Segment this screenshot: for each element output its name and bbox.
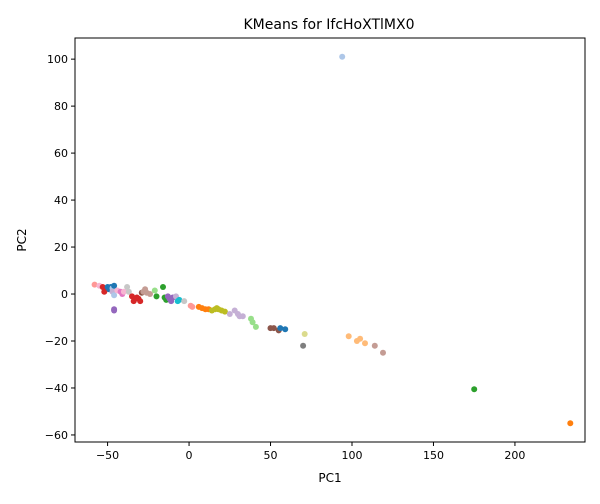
data-point [345, 333, 352, 340]
x-tick-label: 150 [423, 449, 444, 462]
x-tick-label: 0 [186, 449, 193, 462]
x-tick-label: −50 [96, 449, 119, 462]
data-points [91, 53, 574, 427]
data-point [239, 313, 246, 320]
plot-area [74, 37, 586, 443]
data-point [124, 284, 131, 290]
y-tick-label: −20 [45, 335, 68, 348]
data-point [357, 335, 364, 342]
data-point [567, 420, 574, 427]
y-tick-label: 60 [54, 147, 68, 160]
data-point [120, 288, 127, 295]
data-point [151, 287, 158, 294]
y-axis-label: PC2 [15, 228, 29, 251]
data-point [153, 293, 160, 300]
data-point [270, 325, 277, 332]
y-axis-ticks: −60 −40 −20 0 20 40 60 80 100 [45, 53, 75, 442]
data-point [226, 311, 233, 317]
data-point [339, 53, 346, 60]
data-point [282, 326, 289, 333]
y-tick-label: 0 [61, 288, 68, 301]
data-point [371, 342, 378, 349]
data-point [277, 325, 284, 332]
data-point [111, 282, 118, 289]
data-point [471, 386, 478, 393]
x-tick-label: 200 [504, 449, 525, 462]
data-point [176, 296, 183, 303]
data-point [111, 292, 118, 299]
y-tick-label: 100 [47, 53, 68, 66]
data-point [301, 331, 308, 337]
data-point [362, 340, 368, 347]
data-point [181, 298, 188, 305]
x-tick-label: 50 [264, 449, 278, 462]
y-tick-label: −40 [45, 382, 68, 395]
x-axis-label: PC1 [318, 471, 341, 485]
data-point [300, 342, 307, 349]
data-point [111, 307, 118, 314]
y-tick-label: 40 [54, 194, 68, 207]
x-tick-label: 100 [341, 449, 362, 462]
data-point [125, 288, 132, 295]
y-tick-label: 80 [54, 100, 68, 113]
chart-title: KMeans for IfcHoXTlMX0 [244, 17, 415, 33]
data-point [252, 323, 259, 330]
data-point [137, 298, 144, 305]
data-point [249, 319, 256, 326]
y-tick-label: −60 [45, 429, 68, 442]
y-tick-label: 20 [54, 241, 68, 254]
x-axis-ticks: −50 0 50 100 150 200 [96, 442, 525, 462]
data-point [91, 281, 98, 288]
data-point [147, 291, 153, 297]
data-point [380, 349, 386, 356]
data-point [189, 303, 196, 310]
data-point [160, 284, 166, 290]
data-point [221, 308, 228, 315]
